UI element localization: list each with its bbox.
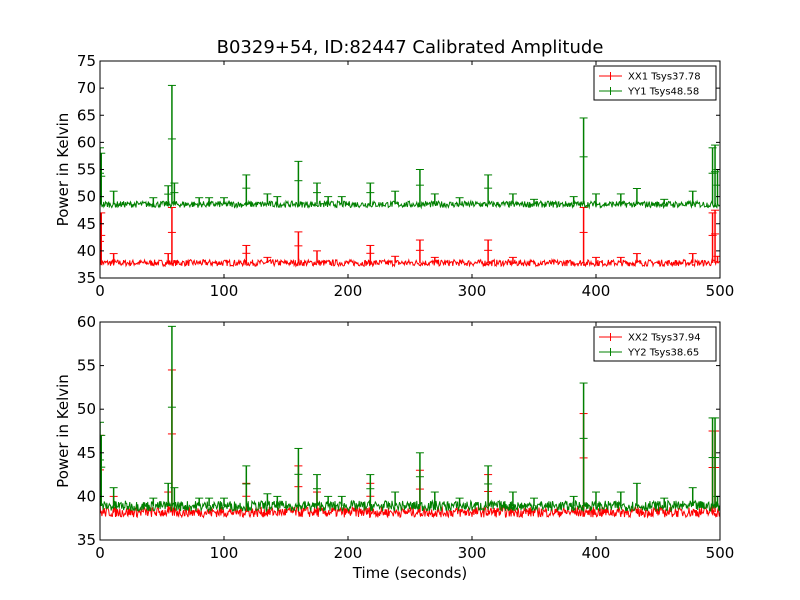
y-tick-label: 45 xyxy=(77,444,96,462)
y-tick-label: 50 xyxy=(77,400,96,418)
y-tick-label: 55 xyxy=(77,161,96,179)
y-tick-label: 65 xyxy=(77,106,96,124)
x-axis-label: Time (seconds) xyxy=(352,564,468,582)
legend-box xyxy=(593,326,717,362)
y-tick-label: 70 xyxy=(77,79,96,97)
legend-label: YY1 Tsys48.58 xyxy=(627,87,699,98)
legend-label: YY2 Tsys38.65 xyxy=(627,348,699,359)
series-line xyxy=(100,505,720,519)
x-tick-label: 400 xyxy=(582,282,611,300)
y-tick-label: 55 xyxy=(77,357,96,375)
x-tick-label: 300 xyxy=(458,544,487,562)
x-tick-label: 400 xyxy=(582,544,611,562)
series-yy xyxy=(100,325,720,513)
x-tick-label: 200 xyxy=(334,544,363,562)
chart-title: B0329+54, ID:82447 Calibrated Amplitude xyxy=(217,37,604,58)
y-tick-label: 40 xyxy=(77,487,96,505)
x-tick-label: 300 xyxy=(458,282,487,300)
y-tick-label: 40 xyxy=(77,242,96,260)
x-tick-label: 100 xyxy=(210,282,239,300)
y-tick-label: 35 xyxy=(77,269,96,287)
series-line xyxy=(100,199,720,210)
x-tick-label: 500 xyxy=(706,544,735,562)
y-tick-label: 60 xyxy=(77,133,96,151)
top-panel: 0 100 200 300 400 500 35 40 45 50 55 60 65 70 75 Power … xyxy=(54,52,734,300)
legend-box xyxy=(593,65,717,101)
series-line xyxy=(100,499,720,513)
y-tick-label: 50 xyxy=(77,188,96,206)
y-axis-label: Power in Kelvin xyxy=(54,113,72,227)
y-axis-label: Power in Kelvin xyxy=(54,374,72,488)
y-tick-label: 75 xyxy=(77,52,96,70)
legend: XX1 Tsys37.78 YY1 Tsys48.58 xyxy=(593,65,717,101)
series-xx xyxy=(100,206,720,268)
y-tick-label: 60 xyxy=(77,313,96,331)
x-tick-label: 0 xyxy=(95,544,105,562)
x-tick-label: 0 xyxy=(95,282,105,300)
plot-series xyxy=(100,84,720,268)
plot-series xyxy=(100,325,720,519)
y-tick-label: 35 xyxy=(77,531,96,549)
x-tick-label: 500 xyxy=(706,282,735,300)
axes-frame xyxy=(99,321,721,541)
legend: XX2 Tsys37.94 YY2 Tsys38.65 xyxy=(593,326,717,362)
legend-label: XX2 Tsys37.94 xyxy=(628,333,701,344)
legend-label: XX1 Tsys37.78 xyxy=(628,72,701,83)
bottom-panel: 0 100 200 300 400 500 35 40 45 50 55 60 Power in Kel… xyxy=(54,313,734,562)
series-yy xyxy=(100,84,720,210)
y-tick-label: 45 xyxy=(77,215,96,233)
x-tick-label: 100 xyxy=(210,544,239,562)
x-tick-label: 200 xyxy=(334,282,363,300)
series-line xyxy=(100,257,720,268)
